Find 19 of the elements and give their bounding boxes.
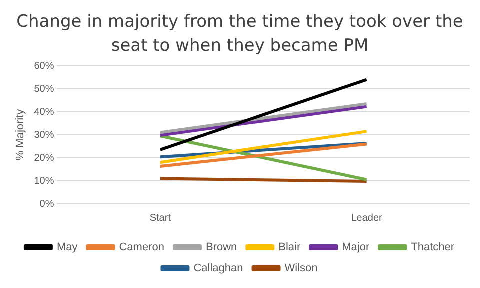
y-tick-label: 30% bbox=[34, 130, 54, 141]
legend-label: Brown bbox=[206, 242, 238, 254]
y-tick-label: 10% bbox=[34, 176, 54, 187]
y-tick-label: 50% bbox=[34, 84, 54, 95]
y-tick-label: 60% bbox=[34, 60, 54, 72]
legend-label: Callaghan bbox=[194, 262, 244, 275]
legend-label: Thatcher bbox=[411, 242, 455, 254]
x-tick-label: Leader bbox=[351, 212, 384, 224]
legend-label: Cameron bbox=[119, 242, 164, 254]
y-tick-label: 20% bbox=[34, 152, 54, 164]
x-tick-label: Start bbox=[150, 212, 172, 224]
legend-label: Wilson bbox=[284, 262, 318, 275]
y-tick-label: 0% bbox=[40, 198, 54, 210]
y-tick-label: 40% bbox=[34, 106, 54, 118]
legend-label: Major bbox=[342, 242, 370, 254]
legend-label: May bbox=[56, 242, 78, 254]
y-axis-title: % Majority bbox=[14, 108, 27, 161]
chart-title: Change in majority from the time they took over the seat to when they became PM bbox=[16, 11, 464, 58]
legend-label: Blair bbox=[278, 242, 301, 254]
